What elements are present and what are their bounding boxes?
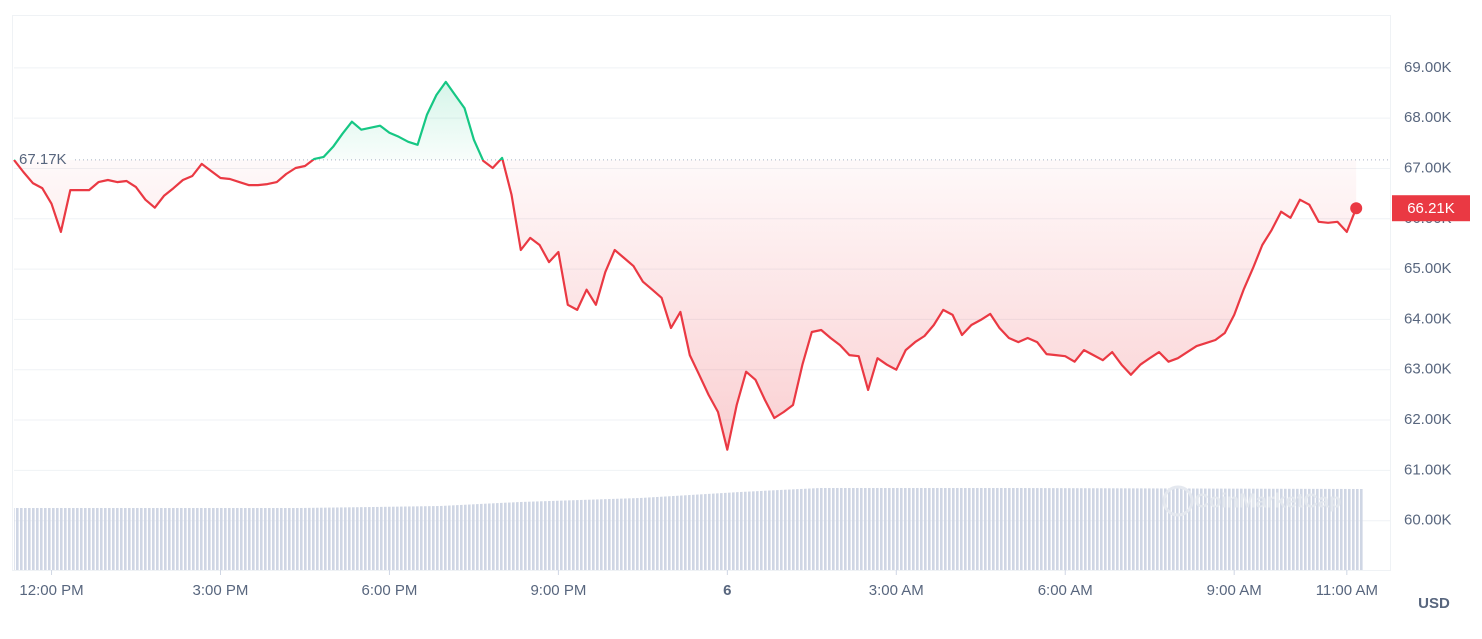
last-price-label: 66.21K bbox=[1407, 200, 1455, 217]
y-tick-label: 69.00K bbox=[1404, 59, 1452, 76]
y-tick-label: 64.00K bbox=[1404, 310, 1452, 327]
x-tick-label: 3:00 AM bbox=[869, 582, 924, 599]
y-tick-label: 62.00K bbox=[1404, 411, 1452, 428]
watermark-logo bbox=[1162, 485, 1194, 517]
y-tick-label: 65.00K bbox=[1404, 260, 1452, 277]
x-tick-label: 6:00 AM bbox=[1038, 582, 1093, 599]
y-tick-label: 67.00K bbox=[1404, 159, 1452, 176]
x-tick-label: 6:00 PM bbox=[362, 582, 418, 599]
x-tick-label: 11:00 AM bbox=[1316, 582, 1378, 599]
price-area bbox=[14, 81, 1357, 450]
x-tick-label: 9:00 AM bbox=[1207, 582, 1262, 599]
x-tick-label: 12:00 PM bbox=[19, 582, 83, 599]
last-price-dot bbox=[1350, 202, 1363, 215]
price-line bbox=[13, 80, 1358, 451]
volume-bars bbox=[14, 488, 1363, 570]
watermark: CoinMarketCap bbox=[1195, 490, 1342, 512]
currency-label: USD bbox=[1418, 595, 1450, 612]
baseline-label: 67.17K bbox=[19, 151, 67, 168]
x-tick-label: 9:00 PM bbox=[530, 582, 586, 599]
x-tick-label: 6 bbox=[723, 582, 731, 599]
y-tick-label: 63.00K bbox=[1404, 361, 1452, 378]
y-tick-label: 68.00K bbox=[1404, 109, 1452, 126]
last-price-tag bbox=[1392, 195, 1470, 222]
x-tick-label: 3:00 PM bbox=[193, 582, 249, 599]
y-tick-label: 61.00K bbox=[1404, 461, 1452, 478]
y-tick-label: 60.00K bbox=[1404, 512, 1452, 529]
